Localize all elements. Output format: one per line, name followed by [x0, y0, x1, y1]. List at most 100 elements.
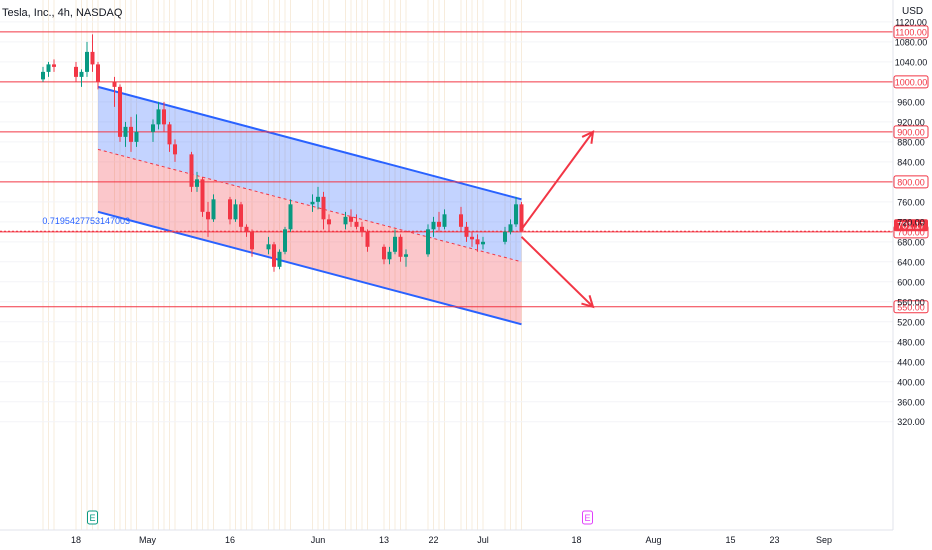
channel-lower-line: [97, 210, 522, 326]
candle-body: [90, 51, 95, 65]
price-tick-label: 360.00: [897, 397, 925, 407]
price-tick-label: 400.00: [897, 377, 925, 387]
time-tick-label: 23: [769, 535, 779, 545]
candle-body: [233, 204, 238, 220]
level-tag: [893, 175, 929, 189]
candle-body: [200, 179, 205, 212]
price-tick-label: 320.00: [897, 417, 925, 427]
candle-body: [349, 216, 353, 222]
price-tick-label: 1120.00: [895, 17, 927, 27]
candle-body: [41, 71, 45, 80]
candle-body: [387, 251, 392, 260]
candle-body: [228, 199, 232, 220]
candle-body: [354, 221, 359, 227]
candle-body: [167, 124, 172, 145]
candle-body: [508, 224, 513, 232]
candle-body: [156, 109, 161, 125]
candle-body: [288, 204, 293, 230]
time-tick-label: 18: [571, 535, 581, 545]
candle-body: [277, 251, 282, 267]
time-tick-label: May: [139, 535, 157, 545]
level-tag: [893, 25, 929, 39]
price-tick-label: 680.00: [897, 237, 925, 247]
candle-body: [266, 244, 271, 250]
candle-body: [112, 81, 117, 87]
candle-body: [321, 196, 326, 220]
last-price-tag: [894, 219, 928, 232]
level-tag: [893, 300, 929, 314]
candle-body: [250, 231, 254, 250]
time-tick-label: 22: [428, 535, 438, 545]
projection-arrow-head: [581, 130, 595, 144]
candle-body: [244, 226, 249, 232]
earnings-marker-box: [87, 510, 98, 525]
time-tick-label: 18: [71, 535, 81, 545]
time-tick-label: 15: [725, 535, 735, 545]
projection-arrow-down: [520, 236, 595, 309]
price-axis[interactable]: 1100.00 1000.00 900.00 800.00 700.00 550.00 70…: [893, 17, 929, 427]
projection-arrow-shaft: [520, 236, 594, 308]
price-tick-label: 920.00: [897, 117, 925, 127]
channel-annotation: 0.7195427753147003: [42, 216, 130, 226]
candle-body: [96, 64, 100, 82]
channel-middle-line: [97, 148, 522, 263]
price-tick-label: 520.00: [897, 317, 925, 327]
price-tick-label: 440.00: [897, 357, 925, 367]
candle-body: [393, 236, 397, 252]
price-tick-label: 880.00: [897, 137, 925, 147]
time-tick-label: Aug: [645, 535, 661, 545]
earnings-marker: E: [87, 510, 98, 525]
candle-body: [52, 64, 56, 67]
earnings-marker-label: E: [584, 513, 590, 523]
candle-body: [360, 226, 364, 232]
level-tag-label: 900.00: [897, 127, 925, 137]
candle-body: [283, 229, 287, 252]
level-tag-label: 550.00: [897, 302, 925, 312]
candle-body: [79, 71, 84, 77]
earnings-marker-box: [582, 510, 593, 525]
candle-body: [151, 124, 155, 132]
candle-body: [343, 216, 348, 225]
candle-body: [239, 204, 243, 227]
level-tag: [893, 125, 929, 139]
time-tick-label: Sep: [816, 535, 832, 545]
time-tick-label: 16: [225, 535, 235, 545]
level-tag-label: 1000.00: [895, 77, 928, 87]
price-tick-label: 720.00: [897, 217, 925, 227]
price-tick-label: 1040.00: [895, 57, 928, 67]
price-tick-label: 480.00: [897, 337, 925, 347]
channel-upper-line: [97, 85, 522, 201]
chart-grid: [0, 0, 893, 530]
earnings-marker: E: [582, 510, 593, 525]
time-axis[interactable]: 18 May 16 Jun 13 22 Jul 18 Aug 15 23 Sep: [71, 535, 832, 545]
candle-body: [327, 219, 331, 225]
candle-body: [189, 154, 194, 187]
candle-body: [129, 126, 133, 142]
candle-body: [398, 236, 403, 257]
candle-body: [162, 109, 166, 125]
projection-arrow-head: [581, 295, 595, 309]
price-tick-label: 1080.00: [895, 37, 928, 47]
candle-body: [464, 226, 469, 237]
candle-body: [365, 231, 370, 247]
candle-body: [272, 244, 276, 267]
candle-body: [310, 201, 315, 205]
earnings-marker-label: E: [89, 513, 95, 523]
projection-arrow-shaft: [520, 131, 594, 230]
candlestick-series: [41, 34, 524, 272]
last-price-label: 701.17: [897, 221, 925, 231]
candle-body: [437, 221, 441, 227]
candle-body: [503, 231, 507, 242]
time-tick-label: Jul: [477, 535, 489, 545]
candle-body: [211, 199, 216, 220]
price-tick-label: 640.00: [897, 257, 925, 267]
candle-body: [173, 144, 177, 155]
price-tick-label: 600.00: [897, 277, 925, 287]
candle-body: [85, 51, 89, 72]
candle-body: [123, 126, 128, 137]
level-tag: [893, 75, 929, 89]
price-tick-label: 760.00: [897, 197, 925, 207]
candle-body: [74, 66, 78, 77]
